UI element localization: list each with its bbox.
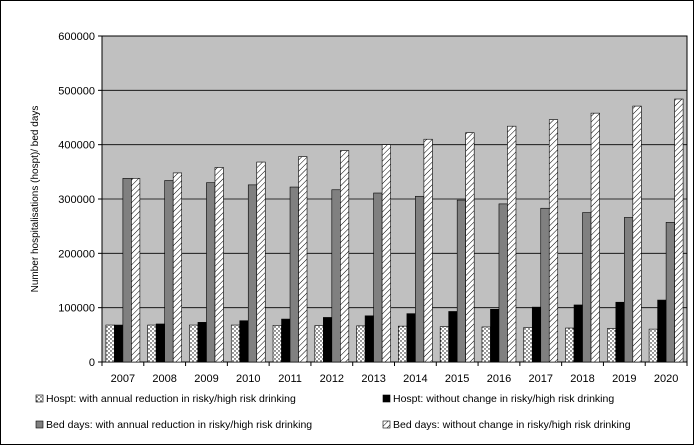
x-tick-label: 2015	[445, 373, 469, 385]
bar-series-2-2008	[155, 323, 165, 363]
legend-label: Hospt: with annual reduction in risky/hi…	[46, 393, 296, 405]
bar-series-1-2013	[356, 325, 366, 363]
bar-series-3-2010	[247, 184, 258, 363]
bar-series-3-2016	[498, 203, 508, 363]
axes	[98, 35, 688, 366]
bar-series-1-2008	[147, 324, 157, 363]
bar-series-4-2018	[590, 112, 600, 363]
bar-series-3-2014	[415, 195, 425, 363]
bar-series-3-2011	[289, 186, 299, 363]
x-tick-label: 2010	[236, 373, 260, 385]
y-tick-label: 300000	[58, 194, 95, 206]
bar-series-2-2013	[364, 315, 374, 363]
legend: Hospt: with annual reduction in risky/hi…	[35, 393, 631, 431]
x-tick-label: 2013	[361, 373, 385, 385]
bar-series-3-2017	[540, 207, 550, 363]
bar-series-3-2018	[582, 212, 592, 363]
bar-series-4-2019	[632, 105, 642, 363]
y-tick-label: 0	[89, 357, 95, 369]
bar-series-1-2020	[648, 328, 658, 363]
bar-series-4-2013	[381, 144, 391, 363]
bar-series-2-2009	[197, 322, 207, 363]
x-tick-label: 2019	[612, 373, 636, 385]
legend-label: Hospt: without change in risky/high risk…	[393, 393, 614, 405]
bar-series-1-2014	[398, 325, 408, 363]
x-tick-label: 2012	[320, 373, 344, 385]
bar-series-4-2014	[423, 138, 433, 363]
x-tick-label: 2011	[278, 373, 302, 385]
bars	[105, 98, 684, 363]
bar-series-1-2010	[230, 324, 241, 363]
bar-series-2-2007	[114, 324, 124, 363]
y-tick-label: 500000	[58, 85, 95, 97]
x-tick-label: 2018	[570, 373, 594, 385]
x-tick-label: 2009	[194, 373, 218, 385]
bar-series-4-2017	[548, 119, 559, 363]
bar-series-3-2019	[624, 217, 634, 363]
bar-series-4-2007	[131, 178, 141, 363]
bar-series-4-2015	[465, 132, 475, 363]
bar-series-1-2019	[607, 328, 617, 363]
bar-series-2-2014	[406, 313, 416, 363]
bar-series-1-2015	[439, 326, 449, 363]
bar-series-2-2018	[573, 304, 583, 363]
bar-series-3-2008	[164, 180, 174, 363]
x-tick-label: 2016	[487, 373, 511, 385]
bar-series-4-2011	[298, 156, 308, 363]
bar-series-1-2007	[105, 324, 115, 363]
legend-swatch	[382, 394, 391, 403]
bar-series-1-2012	[314, 325, 324, 363]
bar-series-2-2020	[657, 299, 667, 363]
legend-swatch	[35, 420, 44, 429]
bar-series-4-2008	[172, 172, 182, 363]
bar-series-2-2015	[448, 311, 458, 363]
bar-series-3-2012	[331, 189, 341, 363]
bar-series-3-2015	[456, 199, 466, 363]
x-tick-label: 2014	[403, 373, 427, 385]
bar-series-2-2012	[323, 317, 333, 363]
legend-swatch	[35, 394, 44, 403]
bar-series-2-2010	[239, 320, 249, 363]
y-tick-label: 600000	[58, 31, 95, 43]
y-axis-title: Number hospitalisations (hospt)/ bed day…	[30, 106, 41, 293]
gridlines	[102, 35, 687, 309]
x-tick-label: 2007	[111, 373, 135, 385]
legend-label: Bed days: without change in risky/high r…	[393, 419, 631, 431]
bar-series-3-2009	[206, 182, 216, 363]
y-tick-label: 400000	[58, 140, 95, 152]
x-tick-label: 2020	[654, 373, 678, 385]
bar-series-2-2011	[281, 318, 291, 363]
bar-series-4-2016	[507, 125, 517, 363]
bar-series-2-2016	[490, 308, 500, 363]
legend-label: Bed days: with annual reduction in risky…	[46, 419, 312, 431]
bar-series-2-2019	[615, 301, 625, 363]
x-tick-label: 2008	[152, 373, 176, 385]
bar-series-4-2010	[256, 161, 266, 363]
bar-series-3-2007	[122, 178, 132, 363]
legend-swatch	[382, 420, 391, 429]
bar-series-1-2009	[189, 324, 199, 363]
y-tick-label: 100000	[58, 303, 95, 315]
bar-series-4-2020	[674, 98, 684, 363]
bar-series-3-2013	[373, 192, 383, 363]
tick-labels: 0 100000 200000 300000 400000 500000 600000 200…	[58, 31, 678, 385]
bar-series-1-2017	[523, 327, 533, 363]
bar-series-4-2009	[214, 167, 224, 363]
bar-series-1-2011	[272, 325, 282, 363]
bar-series-4-2012	[340, 150, 350, 363]
bar-series-1-2016	[481, 326, 491, 363]
x-tick-label: 2017	[529, 373, 553, 385]
bar-series-3-2020	[665, 222, 675, 363]
y-tick-label: 200000	[58, 248, 95, 260]
bar-series-1-2018	[565, 327, 575, 363]
bar-series-2-2017	[531, 306, 542, 363]
